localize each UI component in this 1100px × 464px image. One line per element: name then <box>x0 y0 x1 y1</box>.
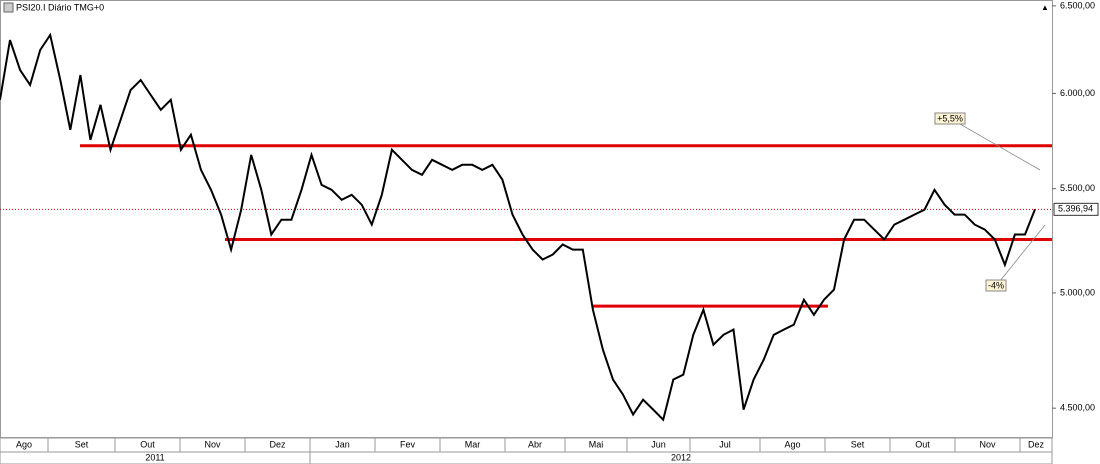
price-line <box>0 32 1036 422</box>
x-tick-label: Dez <box>269 439 286 449</box>
x-tick-label: Mai <box>589 439 604 449</box>
x-tick-label: Nov <box>979 439 996 449</box>
chart-title: PSI20.I Diário TMG+0 <box>16 2 104 12</box>
y-tick-label: 5.500,00 <box>1060 183 1095 193</box>
x-tick-label: Fev <box>400 439 416 449</box>
scroll-icon[interactable]: ▲ <box>1041 3 1049 12</box>
y-tick-label: 6.500,00 <box>1060 0 1095 10</box>
y-tick-label: 4.500,00 <box>1060 403 1095 413</box>
x-tick-label: Jan <box>335 439 350 449</box>
x-tick-label: Jul <box>719 439 731 449</box>
x-tick-label: Dez <box>1028 439 1045 449</box>
annotation-connector <box>999 224 1046 282</box>
last-price-box <box>1053 202 1099 216</box>
x-tick-label: Nov <box>204 439 221 449</box>
x-tick-label: Set <box>851 439 865 449</box>
x-tick-label: Jun <box>651 439 666 449</box>
annotation: -4% <box>988 280 1004 290</box>
annotation-connector <box>959 123 1041 171</box>
x-tick-label: Set <box>75 439 89 449</box>
icon <box>3 2 14 13</box>
x-tick-label: Ago <box>784 439 800 449</box>
x-tick-label: Mar <box>465 439 481 449</box>
x-tick-label: Out <box>915 439 930 449</box>
x-tick-label: Out <box>140 439 155 449</box>
last-price-label: 5.396,94 <box>1058 204 1093 214</box>
annotation-box <box>985 279 1007 292</box>
x-tick-label: Abr <box>528 439 542 449</box>
y-tick-label: 6.000,00 <box>1060 88 1095 98</box>
annotation-box <box>934 112 966 125</box>
x-axis-band <box>0 437 1053 464</box>
y-tick-label: 5.000,00 <box>1060 287 1095 297</box>
year-label: 2011 <box>145 452 164 462</box>
annotation: +5,5% <box>937 113 963 123</box>
year-label: 2012 <box>671 452 691 462</box>
x-tick-label: Ago <box>16 439 32 449</box>
